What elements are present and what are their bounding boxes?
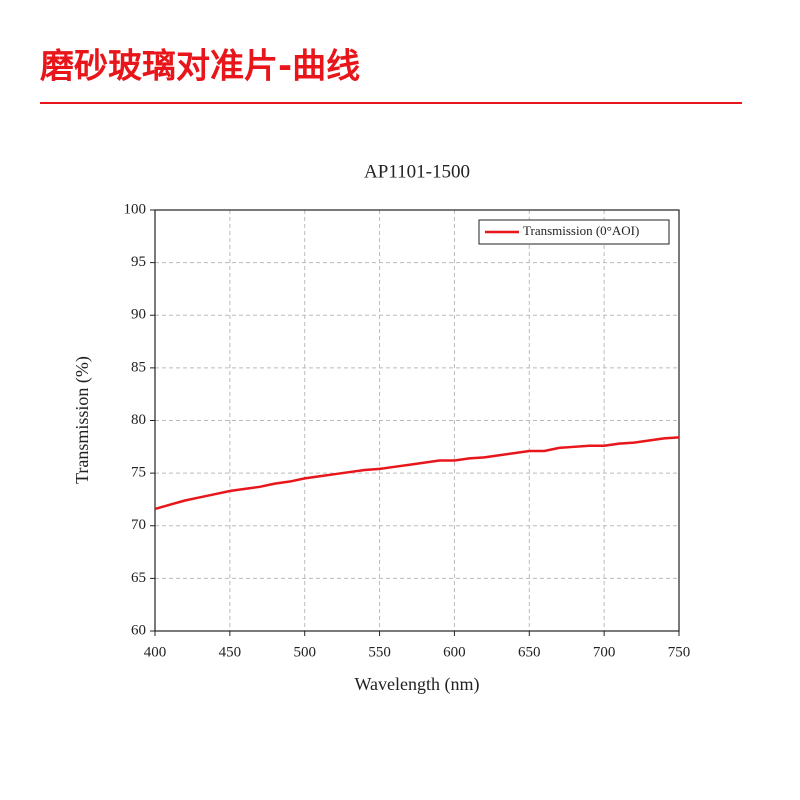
legend-label: Transmission (0°AOI) xyxy=(523,223,639,238)
y-tick-label: 60 xyxy=(131,622,146,638)
plot-frame xyxy=(154,209,680,632)
y-tick-label: 65 xyxy=(131,570,146,586)
data-line xyxy=(154,436,680,511)
x-tick-label: 500 xyxy=(293,644,316,660)
x-tick-label: 600 xyxy=(443,644,466,660)
y-tick-label: 90 xyxy=(131,307,146,323)
y-tick-label: 95 xyxy=(131,254,146,270)
page-title: 磨砂玻璃对准片-曲线 xyxy=(40,47,360,87)
y-tick-label: 80 xyxy=(131,412,146,428)
y-tick-label: 70 xyxy=(131,517,146,533)
x-tick-label: 750 xyxy=(668,644,691,660)
y-axis-label: Transmission (%) xyxy=(72,356,93,484)
x-tick-label: 550 xyxy=(368,644,391,660)
chart-title: AP1101-1500 xyxy=(364,161,470,182)
y-tick-label: 85 xyxy=(131,359,146,375)
y-tick-label: 100 xyxy=(124,201,147,217)
y-tick-label: 75 xyxy=(131,465,146,481)
x-tick-label: 450 xyxy=(219,644,242,660)
x-axis-label: Wavelength (nm) xyxy=(354,674,479,695)
x-tick-label: 700 xyxy=(593,644,616,660)
x-tick-label: 400 xyxy=(144,644,167,660)
x-tick-label: 650 xyxy=(518,644,541,660)
